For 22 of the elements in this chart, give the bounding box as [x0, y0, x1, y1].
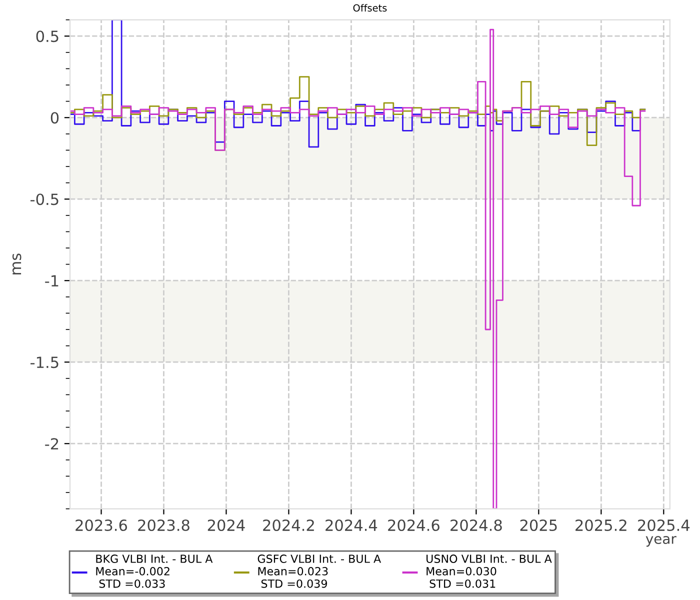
x-tick-label: 2024.6 [388, 519, 440, 532]
x-tick-label: 2025.2 [576, 519, 626, 532]
x-tick-label: 2025.4 [638, 519, 690, 532]
y-axis-title: ms [12, 254, 22, 274]
chart-title: Offsets [353, 4, 387, 12]
y-tick-label: 0 [50, 112, 59, 124]
y-tick-label: -1 [45, 275, 58, 286]
x-tick-label: 2024.2 [263, 519, 314, 532]
y-tick-label: -1.5 [30, 356, 58, 368]
y-tick-label: 0.5 [36, 30, 58, 42]
y-tick-label: -0.5 [30, 194, 58, 206]
x-tick-label: 2024.4 [326, 519, 378, 532]
legend-label: BKG VLBI Int. - BUL A Mean=-0.002 STD =0.033 [96, 554, 213, 588]
legend-label: USNO VLBI Int. - BUL A Mean=0.030 STD =0.031 [426, 554, 552, 588]
y-tick-label: -2 [45, 438, 58, 450]
x-tick-label: 2025 [520, 519, 557, 532]
x-tick-label: 2024 [208, 519, 245, 532]
x-axis-title: year [646, 536, 676, 547]
legend-label: GSFC VLBI Int. - BUL A Mean=0.023 STD =0.039 [258, 554, 382, 588]
x-tick-label: 2023.8 [138, 519, 190, 532]
x-tick-label: 2023.6 [76, 519, 128, 532]
x-tick-label: 2024.8 [450, 519, 502, 532]
